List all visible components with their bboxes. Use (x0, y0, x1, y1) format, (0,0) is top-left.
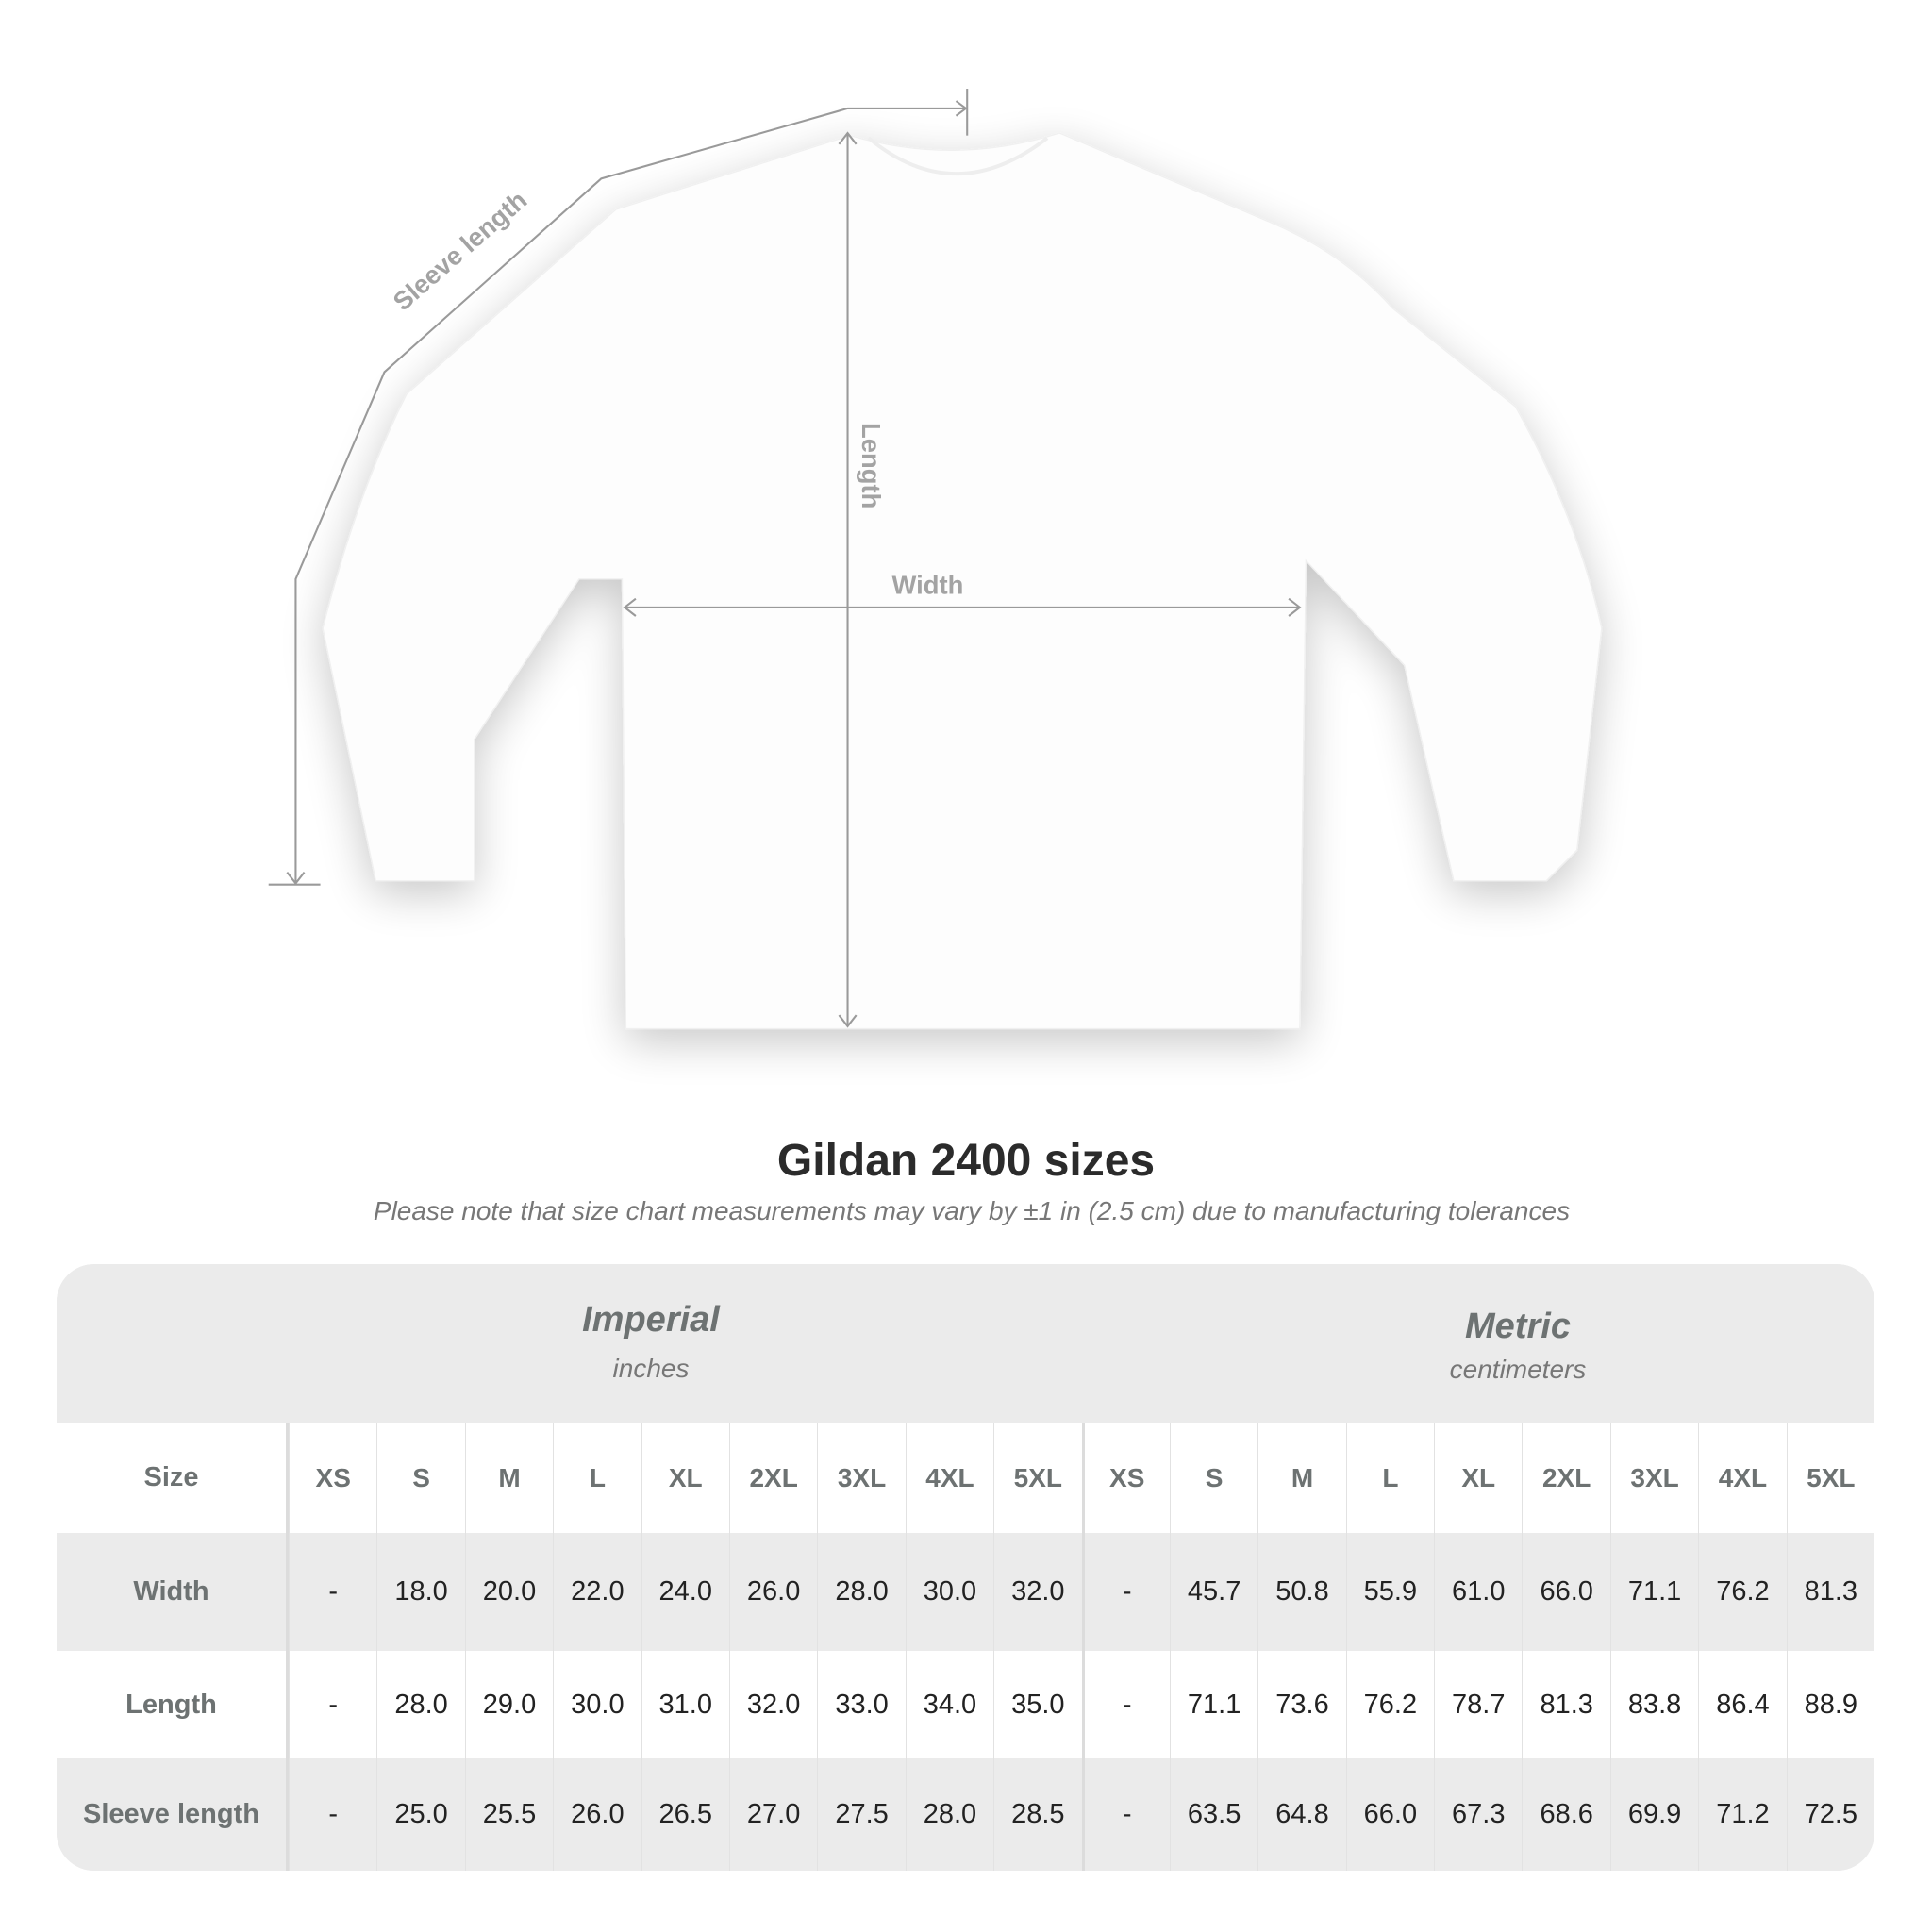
metric-value-cell: 66.0 (1345, 1758, 1434, 1871)
metric-header: Metric centimeters (1282, 1307, 1754, 1385)
size-header-cell: 3XL (817, 1423, 905, 1533)
metric-value-cell: 83.8 (1609, 1651, 1698, 1758)
size-header-cell: L (553, 1423, 641, 1533)
imperial-value-cell: 27.5 (817, 1758, 905, 1871)
size-header-cell: 2XL (728, 1423, 817, 1533)
table-row: Sleeve length -25.0 25.5 26.0 26.5 27.0 27.5 28… (57, 1758, 1874, 1871)
size-header-cell: M (464, 1423, 553, 1533)
imperial-value-cell: - (289, 1533, 376, 1651)
imperial-unit: inches (612, 1354, 690, 1383)
size-header-cell: XS (1081, 1423, 1170, 1533)
imperial-value-cell: 18.0 (376, 1533, 464, 1651)
size-header-cell: XS (289, 1423, 376, 1533)
size-header-cell: M (1257, 1423, 1345, 1533)
metric-value-cell: 67.3 (1434, 1758, 1522, 1871)
size-header-cell: L (1345, 1423, 1434, 1533)
metric-value-cell: 72.5 (1786, 1758, 1874, 1871)
metric-value-cell: 88.9 (1786, 1651, 1874, 1758)
size-header-cell: XL (641, 1423, 729, 1533)
width-label: Width (891, 570, 963, 599)
imperial-value-cell: 32.0 (993, 1533, 1081, 1651)
metric-value-cell: 68.6 (1522, 1758, 1609, 1871)
tolerance-note: Please note that size chart measurements… (373, 1196, 1571, 1225)
metric-value-cell: 81.3 (1786, 1533, 1874, 1651)
metric-value-cell: 71.1 (1169, 1651, 1257, 1758)
shirt-measurement-diagram: Sleeve length Length Width (268, 89, 1603, 1030)
metric-value-cell: 76.2 (1345, 1651, 1434, 1758)
metric-value-cell: 66.0 (1522, 1533, 1609, 1651)
imperial-value-cell: 28.0 (376, 1651, 464, 1758)
row-label: Sleeve length (57, 1758, 289, 1871)
imperial-value-cell: 28.0 (817, 1533, 905, 1651)
metric-value-cell: 76.2 (1698, 1533, 1786, 1651)
sleeve-length-label: Sleeve length (388, 185, 533, 316)
imperial-value-cell: 32.0 (728, 1651, 817, 1758)
imperial-value-cell: 25.0 (376, 1758, 464, 1871)
imperial-value-cell: 26.5 (641, 1758, 729, 1871)
imperial-value-cell: 34.0 (905, 1651, 993, 1758)
imperial-value-cell: 28.0 (905, 1758, 993, 1871)
table-row: Width -18.0 20.0 22.0 24.0 26.0 28.0 30.0 32.0-4… (57, 1533, 1874, 1651)
length-label: Length (857, 423, 886, 508)
imperial-value-cell: 29.0 (464, 1651, 553, 1758)
metric-value-cell: 81.3 (1522, 1651, 1609, 1758)
imperial-value-cell: 22.0 (553, 1533, 641, 1651)
imperial-value-cell: 24.0 (641, 1533, 729, 1651)
metric-title: Metric (1465, 1307, 1571, 1346)
metric-value-cell: - (1081, 1651, 1170, 1758)
imperial-value-cell: 26.0 (553, 1758, 641, 1871)
unit-header-band: Imperial inches Metric centimeters (57, 1264, 1874, 1423)
metric-unit: centimeters (1449, 1355, 1587, 1384)
metric-value-cell: 61.0 (1434, 1533, 1522, 1651)
metric-value-cell: 71.1 (1609, 1533, 1698, 1651)
imperial-value-cell: 20.0 (464, 1533, 553, 1651)
metric-value-cell: 78.7 (1434, 1651, 1522, 1758)
metric-value-cell: 69.9 (1609, 1758, 1698, 1871)
metric-value-cell: 64.8 (1257, 1758, 1345, 1871)
table-row: Length -28.0 29.0 30.0 31.0 32.0 33.0 34.0 35.0-… (57, 1651, 1874, 1758)
size-header-cell: 4XL (1698, 1423, 1786, 1533)
imperial-title: Imperial (582, 1300, 720, 1340)
size-header-row: Size XS S M L XL 2XL 3XL 4XL 5XL XS S M L XL 2XL 3XL 4XL 5… (57, 1423, 1874, 1533)
size-header-cell: 2XL (1522, 1423, 1609, 1533)
imperial-value-cell: 27.0 (728, 1758, 817, 1871)
imperial-value-cell: 31.0 (641, 1651, 729, 1758)
imperial-value-cell: 33.0 (817, 1651, 905, 1758)
imperial-value-cell: 30.0 (553, 1651, 641, 1758)
metric-value-cell: 50.8 (1257, 1533, 1345, 1651)
measurement-lines (268, 89, 1302, 1028)
metric-value-cell: 55.9 (1345, 1533, 1434, 1651)
size-header-cell: 4XL (905, 1423, 993, 1533)
size-header-cell: S (1169, 1423, 1257, 1533)
metric-value-cell: 73.6 (1257, 1651, 1345, 1758)
size-chart-table: Imperial inches Metric centimeters Size X… (57, 1264, 1874, 1871)
imperial-value-cell: 28.5 (993, 1758, 1081, 1871)
imperial-header: Imperial inches (415, 1300, 887, 1384)
row-label: Length (57, 1651, 289, 1758)
imperial-value-cell: 35.0 (993, 1651, 1081, 1758)
imperial-value-cell: 25.5 (464, 1758, 553, 1871)
size-header-cell: XL (1434, 1423, 1522, 1533)
metric-value-cell: 45.7 (1169, 1533, 1257, 1651)
size-header-cell: 5XL (993, 1423, 1081, 1533)
metric-value-cell: 63.5 (1169, 1758, 1257, 1871)
page-title: Gildan 2400 sizes (776, 1136, 1156, 1186)
row-label: Width (57, 1533, 289, 1651)
row-label: Size (57, 1423, 289, 1533)
size-header-cell: 3XL (1609, 1423, 1698, 1533)
metric-value-cell: 86.4 (1698, 1651, 1786, 1758)
imperial-value-cell: 26.0 (728, 1533, 817, 1651)
imperial-value-cell: - (289, 1651, 376, 1758)
metric-value-cell: - (1081, 1758, 1170, 1871)
metric-value-cell: 71.2 (1698, 1758, 1786, 1871)
imperial-value-cell: - (289, 1758, 376, 1871)
size-header-cell: S (376, 1423, 464, 1533)
metric-value-cell: - (1081, 1533, 1170, 1651)
size-header-cell: 5XL (1786, 1423, 1874, 1533)
imperial-value-cell: 30.0 (905, 1533, 993, 1651)
long-sleeve-shirt (322, 132, 1603, 1030)
